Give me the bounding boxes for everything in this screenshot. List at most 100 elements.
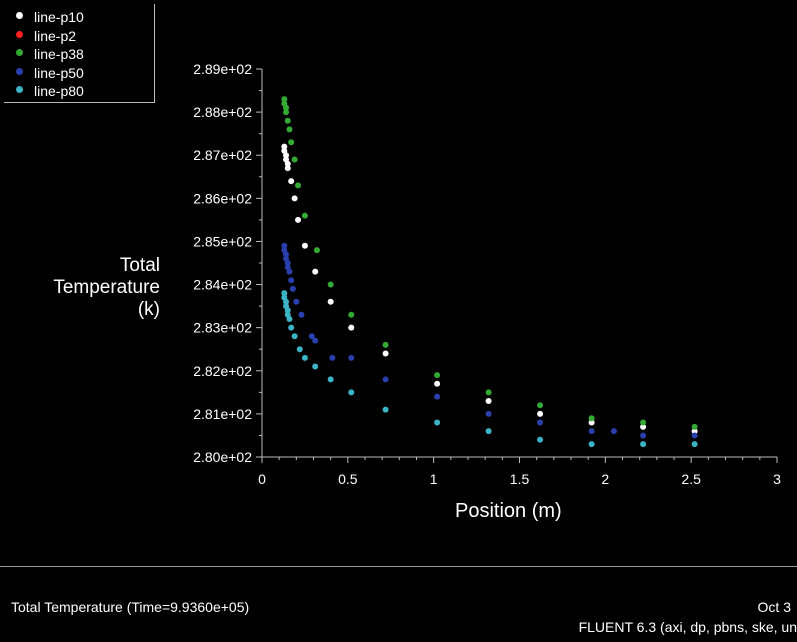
line-p38-point bbox=[295, 182, 302, 189]
line-p80-point bbox=[691, 441, 698, 448]
y-tick-label: 2.82e+02 bbox=[193, 363, 252, 379]
line-p80-point bbox=[434, 419, 441, 426]
line-p50-point bbox=[308, 333, 315, 340]
footer-title: Total Temperature (Time=9.9360e+05) bbox=[11, 599, 250, 615]
line-p50-point bbox=[537, 419, 544, 426]
line-p50-point bbox=[691, 432, 698, 439]
line-p38-point bbox=[288, 139, 295, 146]
line-p80-point bbox=[286, 316, 293, 323]
line-p10-point bbox=[301, 242, 308, 249]
x-tick-label: 3 bbox=[773, 471, 781, 487]
line-p50-point bbox=[640, 432, 647, 439]
x-axis-label: Position (m) bbox=[455, 500, 562, 522]
line-p38-point bbox=[286, 126, 293, 133]
line-p10-point bbox=[348, 324, 355, 331]
line-p50-point bbox=[312, 337, 319, 344]
line-p38-point bbox=[284, 117, 291, 124]
line-p10-point bbox=[434, 380, 441, 387]
line-p80-point bbox=[301, 354, 308, 361]
line-p38-point bbox=[640, 419, 647, 426]
y-axis-label-line: (k) bbox=[137, 299, 160, 320]
footer-panel: Total Temperature (Time=9.9360e+05) Oct … bbox=[0, 566, 797, 642]
line-p10-point bbox=[327, 298, 334, 305]
x-tick-label: 2 bbox=[601, 471, 609, 487]
line-p50-point bbox=[289, 285, 296, 292]
line-p80-point bbox=[291, 333, 298, 340]
line-p50-point bbox=[298, 311, 305, 318]
line-p38-point bbox=[537, 402, 544, 409]
line-p80-point bbox=[312, 363, 319, 370]
line-p10-point bbox=[284, 165, 291, 172]
legend-label: line-p2 bbox=[34, 27, 77, 44]
line-p50-point bbox=[329, 354, 336, 361]
x-tick-label: 0 bbox=[258, 471, 266, 487]
line-p50-point bbox=[283, 251, 290, 258]
y-tick-label: 2.89e+02 bbox=[193, 61, 252, 77]
line-p10-point bbox=[537, 410, 544, 417]
line-p10-point bbox=[485, 397, 492, 404]
line-p38-point bbox=[301, 212, 308, 219]
line-p10-point bbox=[295, 216, 302, 223]
y-tick-label: 2.87e+02 bbox=[193, 147, 252, 163]
line-p80-point bbox=[288, 324, 295, 331]
line-p10-point bbox=[312, 268, 319, 275]
legend-label: line-p50 bbox=[34, 64, 84, 81]
line-p50-point bbox=[382, 376, 389, 383]
y-tick-label: 2.84e+02 bbox=[193, 277, 252, 293]
line-p10-point bbox=[691, 428, 698, 435]
x-tick-label: 1 bbox=[430, 471, 438, 487]
y-tick-label: 2.85e+02 bbox=[193, 233, 252, 249]
line-p50-point bbox=[610, 428, 617, 435]
line-p10-point bbox=[640, 423, 647, 430]
line-p38-point bbox=[291, 156, 298, 163]
line-p38-point bbox=[283, 109, 290, 116]
line-p38-point bbox=[382, 341, 389, 348]
line-p38-point bbox=[434, 372, 441, 379]
line-p10-point bbox=[281, 143, 288, 150]
y-tick-label: 2.81e+02 bbox=[193, 406, 252, 422]
line-p50-point bbox=[284, 260, 291, 266]
line-p80-point bbox=[485, 428, 492, 435]
line-p10-point bbox=[283, 152, 290, 159]
legend-marker bbox=[16, 30, 23, 38]
x-tick-label: 1.5 bbox=[510, 471, 530, 487]
y-tick-label: 2.80e+02 bbox=[193, 449, 252, 465]
legend-marker bbox=[16, 12, 23, 19]
legend-label: line-p10 bbox=[34, 9, 84, 25]
line-p80-point bbox=[382, 406, 389, 413]
line-p80-point bbox=[327, 376, 334, 383]
line-p80-point bbox=[284, 307, 291, 314]
y-axis-label-line: Total bbox=[119, 255, 160, 276]
line-p80-point bbox=[640, 441, 647, 448]
line-p80-point bbox=[348, 389, 355, 396]
x-tick-label: 2.5 bbox=[681, 471, 701, 487]
legend-marker bbox=[16, 67, 23, 75]
y-axis-label: Total Temperature (k) bbox=[53, 255, 160, 321]
line-p50-point bbox=[348, 354, 355, 361]
y-tick-label: 2.86e+02 bbox=[193, 190, 252, 206]
line-p10-point bbox=[284, 160, 291, 167]
legend-marker bbox=[16, 86, 23, 93]
line-p50-point bbox=[588, 428, 595, 435]
line-p80-point bbox=[588, 441, 595, 448]
line-p50-point bbox=[286, 268, 293, 275]
legend-label: line-p38 bbox=[34, 46, 84, 62]
line-p38-point bbox=[348, 311, 355, 318]
x-tick-label: 0.5 bbox=[338, 471, 358, 487]
line-p50-point bbox=[293, 298, 300, 305]
line-p10-point bbox=[588, 419, 595, 426]
line-p50-point bbox=[485, 410, 492, 417]
line-p50-point bbox=[281, 242, 288, 249]
line-p50-point bbox=[288, 277, 295, 284]
plot-area: 2.80e+02 2.81e+02 2.82e+02 2.83e+02 2.84e+02… bbox=[193, 61, 781, 487]
line-p38-point bbox=[691, 423, 698, 430]
footer-date: Oct 3 bbox=[757, 599, 791, 615]
line-p38-point bbox=[313, 247, 320, 254]
footer-version: FLUENT 6.3 (axi, dp, pbns, ske, un bbox=[578, 619, 797, 635]
line-p38-point bbox=[485, 389, 492, 396]
chart-svg: 2.80e+02 2.81e+02 2.82e+02 2.83e+02 2.84e+02… bbox=[193, 61, 781, 487]
line-p50-point bbox=[434, 393, 441, 400]
y-tick-label: 2.83e+02 bbox=[193, 320, 252, 336]
line-p80-point bbox=[283, 298, 290, 305]
legend-marker bbox=[16, 49, 23, 56]
